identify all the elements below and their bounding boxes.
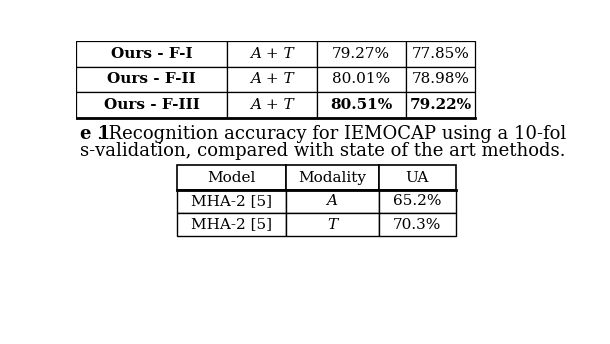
Text: MHA-2 [5]: MHA-2 [5] <box>191 194 271 208</box>
Bar <box>378 213 456 236</box>
Text: A + T: A + T <box>250 47 294 61</box>
Text: T: T <box>327 217 337 232</box>
Bar <box>285 190 378 213</box>
Bar <box>228 41 317 67</box>
Bar <box>285 213 378 236</box>
Bar <box>406 92 475 118</box>
Text: Model: Model <box>207 171 256 185</box>
Text: A + T: A + T <box>250 72 294 86</box>
Text: s-validation, compared with state of the art methods.: s-validation, compared with state of the… <box>80 142 565 160</box>
Text: A + T: A + T <box>250 98 294 112</box>
Bar <box>76 67 228 92</box>
Bar <box>406 67 475 92</box>
Text: 65.2%: 65.2% <box>393 194 442 208</box>
Bar <box>76 41 228 67</box>
Text: 70.3%: 70.3% <box>393 217 442 232</box>
Text: 79.22%: 79.22% <box>409 98 472 112</box>
Text: . Recognition accuracy for IEMOCAP using a 10-fol: . Recognition accuracy for IEMOCAP using… <box>97 125 567 143</box>
Text: e 1: e 1 <box>80 125 110 143</box>
Text: 80.01%: 80.01% <box>332 72 390 86</box>
Text: Modality: Modality <box>298 171 366 185</box>
Bar <box>378 165 456 190</box>
Bar <box>177 190 285 213</box>
Bar <box>177 213 285 236</box>
Text: MHA-2 [5]: MHA-2 [5] <box>191 217 271 232</box>
Bar <box>378 190 456 213</box>
Text: Ours - F-I: Ours - F-I <box>111 47 193 61</box>
Text: 77.85%: 77.85% <box>412 47 470 61</box>
Text: Ours - F-III: Ours - F-III <box>104 98 199 112</box>
Bar <box>317 92 406 118</box>
Text: Ours - F-II: Ours - F-II <box>107 72 196 86</box>
Bar <box>317 67 406 92</box>
Text: 78.98%: 78.98% <box>412 72 470 86</box>
Text: 79.27%: 79.27% <box>332 47 390 61</box>
Bar <box>177 165 285 190</box>
Text: 80.51%: 80.51% <box>330 98 392 112</box>
Bar <box>317 41 406 67</box>
Text: A: A <box>326 194 337 208</box>
Text: UA: UA <box>406 171 429 185</box>
Bar <box>285 165 378 190</box>
Bar <box>228 67 317 92</box>
Bar <box>228 92 317 118</box>
Bar <box>406 41 475 67</box>
Bar <box>76 92 228 118</box>
